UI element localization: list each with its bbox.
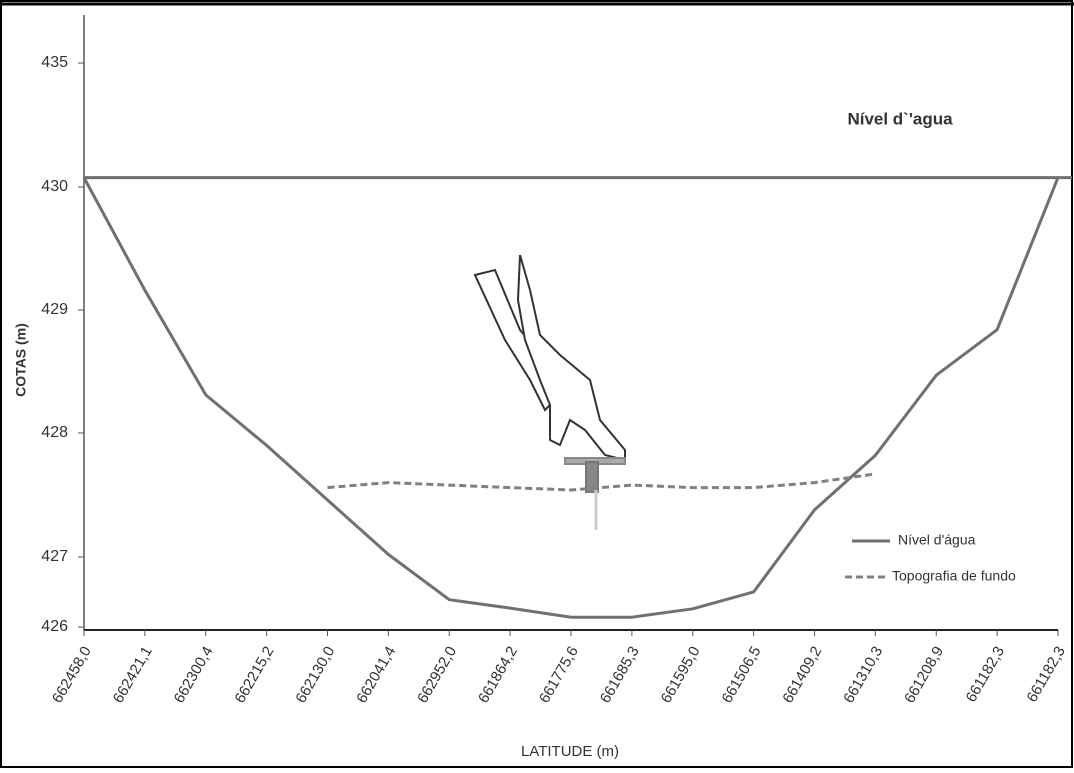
- y-tick-label: 429: [41, 301, 68, 318]
- y-tick-label: 426: [41, 618, 68, 635]
- chart: COTAS (m) LATITUDE (m) Nível d'água Topo…: [0, 0, 1074, 768]
- y-tick-label: 427: [41, 548, 68, 565]
- y-tick-label: 430: [41, 178, 68, 195]
- legend-label: Nível d'água: [898, 532, 976, 548]
- x-axis-title: LATITUDE (m): [521, 743, 619, 760]
- y-axis-title: COTAS (m): [13, 323, 29, 397]
- y-tick-label: 435: [41, 54, 68, 71]
- water-level-label: Nível d`'agua: [847, 109, 953, 128]
- y-tick-label: 428: [41, 424, 68, 441]
- legend-label: Topografia de fundo: [892, 568, 1016, 584]
